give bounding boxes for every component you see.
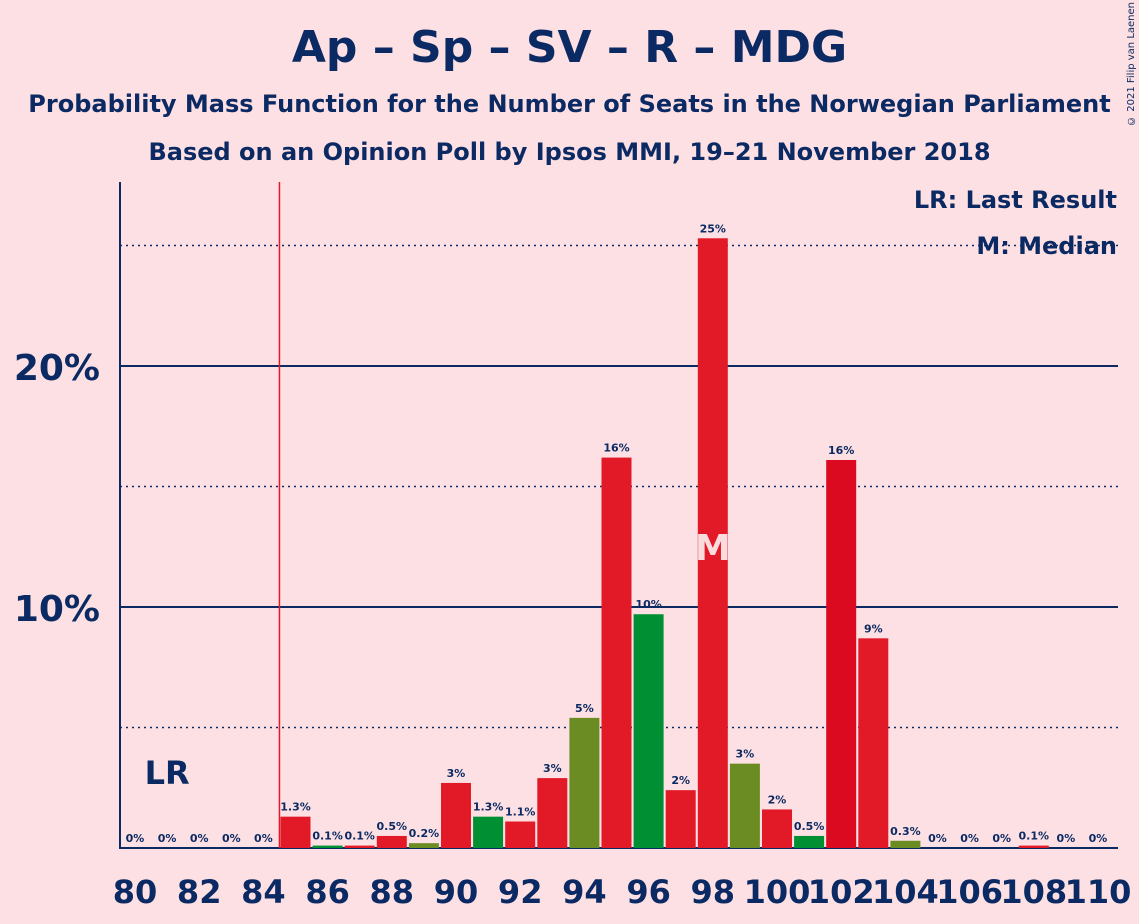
bar bbox=[505, 821, 536, 848]
bar-value-label: 5% bbox=[575, 702, 594, 715]
bar bbox=[729, 763, 760, 848]
bar bbox=[762, 809, 792, 848]
bar-value-label: 0.2% bbox=[409, 827, 440, 840]
bar bbox=[890, 840, 921, 848]
x-tick-label: 104 bbox=[872, 873, 939, 911]
bar bbox=[697, 238, 728, 848]
bar bbox=[408, 843, 439, 848]
bar-value-label: 0.1% bbox=[1019, 830, 1050, 843]
bar-value-label: 0% bbox=[928, 832, 947, 845]
bar bbox=[858, 638, 889, 848]
bar bbox=[473, 816, 504, 848]
x-tick-label: 88 bbox=[370, 873, 415, 911]
bar-value-label: 0.5% bbox=[377, 820, 408, 833]
bar-value-label: 2% bbox=[671, 774, 690, 787]
bar-value-label: 1.3% bbox=[280, 801, 311, 814]
x-tick-label: 90 bbox=[434, 873, 479, 911]
bar-value-label: 0.1% bbox=[344, 830, 375, 843]
bar-value-label: 0.3% bbox=[890, 825, 921, 838]
bar bbox=[794, 835, 825, 848]
bar bbox=[376, 835, 407, 848]
x-tick-label: 106 bbox=[936, 873, 1003, 911]
x-tick-label: 80 bbox=[113, 873, 158, 911]
bar-value-label: 0% bbox=[222, 832, 241, 845]
bar-value-label: 0% bbox=[254, 832, 273, 845]
x-tick-label: 96 bbox=[626, 873, 671, 911]
bar bbox=[601, 457, 632, 848]
bar-value-label: 0% bbox=[158, 832, 177, 845]
bar-value-label: 25% bbox=[700, 222, 726, 235]
bar-value-label: 0% bbox=[1057, 832, 1076, 845]
legend-last-result: LR: Last Result bbox=[913, 186, 1117, 214]
bar-value-label: 3% bbox=[736, 748, 755, 761]
x-tick-label: 100 bbox=[744, 873, 811, 911]
median-marker: M bbox=[695, 528, 731, 569]
bar-value-label: 0.5% bbox=[794, 820, 825, 833]
x-tick-label: 84 bbox=[241, 873, 286, 911]
x-tick-label: 110 bbox=[1065, 873, 1132, 911]
last-result-marker: LR bbox=[145, 754, 190, 792]
y-tick-label: 20% bbox=[14, 348, 100, 389]
x-tick-label: 108 bbox=[1000, 873, 1067, 911]
bar-value-label: 0% bbox=[1089, 832, 1108, 845]
x-tick-label: 86 bbox=[305, 873, 350, 911]
bar-value-label: 1.1% bbox=[505, 805, 536, 818]
bar bbox=[569, 717, 600, 848]
chart-title: Ap – Sp – SV – R – MDG bbox=[291, 22, 848, 73]
bar bbox=[312, 845, 343, 848]
bar-value-label: 16% bbox=[603, 442, 629, 455]
bar bbox=[633, 614, 664, 848]
bar-value-label: 3% bbox=[543, 762, 562, 775]
x-tick-label: 98 bbox=[691, 873, 736, 911]
bar bbox=[537, 778, 568, 848]
bar-value-label: 0.1% bbox=[312, 830, 343, 843]
bar-value-label: 0% bbox=[126, 832, 145, 845]
bar-value-label: 16% bbox=[828, 444, 854, 457]
bar bbox=[826, 459, 857, 848]
bar-value-label: 3% bbox=[447, 767, 466, 780]
bar-value-label: 0% bbox=[992, 832, 1011, 845]
bar bbox=[665, 790, 696, 848]
bar-value-label: 1.3% bbox=[473, 801, 504, 814]
bar-value-label: 0% bbox=[960, 832, 979, 845]
bar bbox=[344, 845, 375, 848]
bar-value-label: 10% bbox=[635, 598, 661, 611]
x-tick-label: 92 bbox=[498, 873, 543, 911]
x-tick-label: 94 bbox=[562, 873, 607, 911]
x-tick-label: 102 bbox=[808, 873, 875, 911]
bar bbox=[441, 782, 471, 848]
bar-value-label: 9% bbox=[864, 622, 883, 635]
chart-subtitle-1: Probability Mass Function for the Number… bbox=[28, 90, 1111, 118]
y-tick-label: 10% bbox=[14, 589, 100, 630]
x-tick-label: 82 bbox=[177, 873, 222, 911]
bar-value-label: 0% bbox=[190, 832, 209, 845]
bar bbox=[280, 816, 311, 848]
bar bbox=[1018, 845, 1049, 848]
bar-value-label: 2% bbox=[768, 793, 787, 806]
chart-subtitle-2: Based on an Opinion Poll by Ipsos MMI, 1… bbox=[148, 138, 991, 166]
